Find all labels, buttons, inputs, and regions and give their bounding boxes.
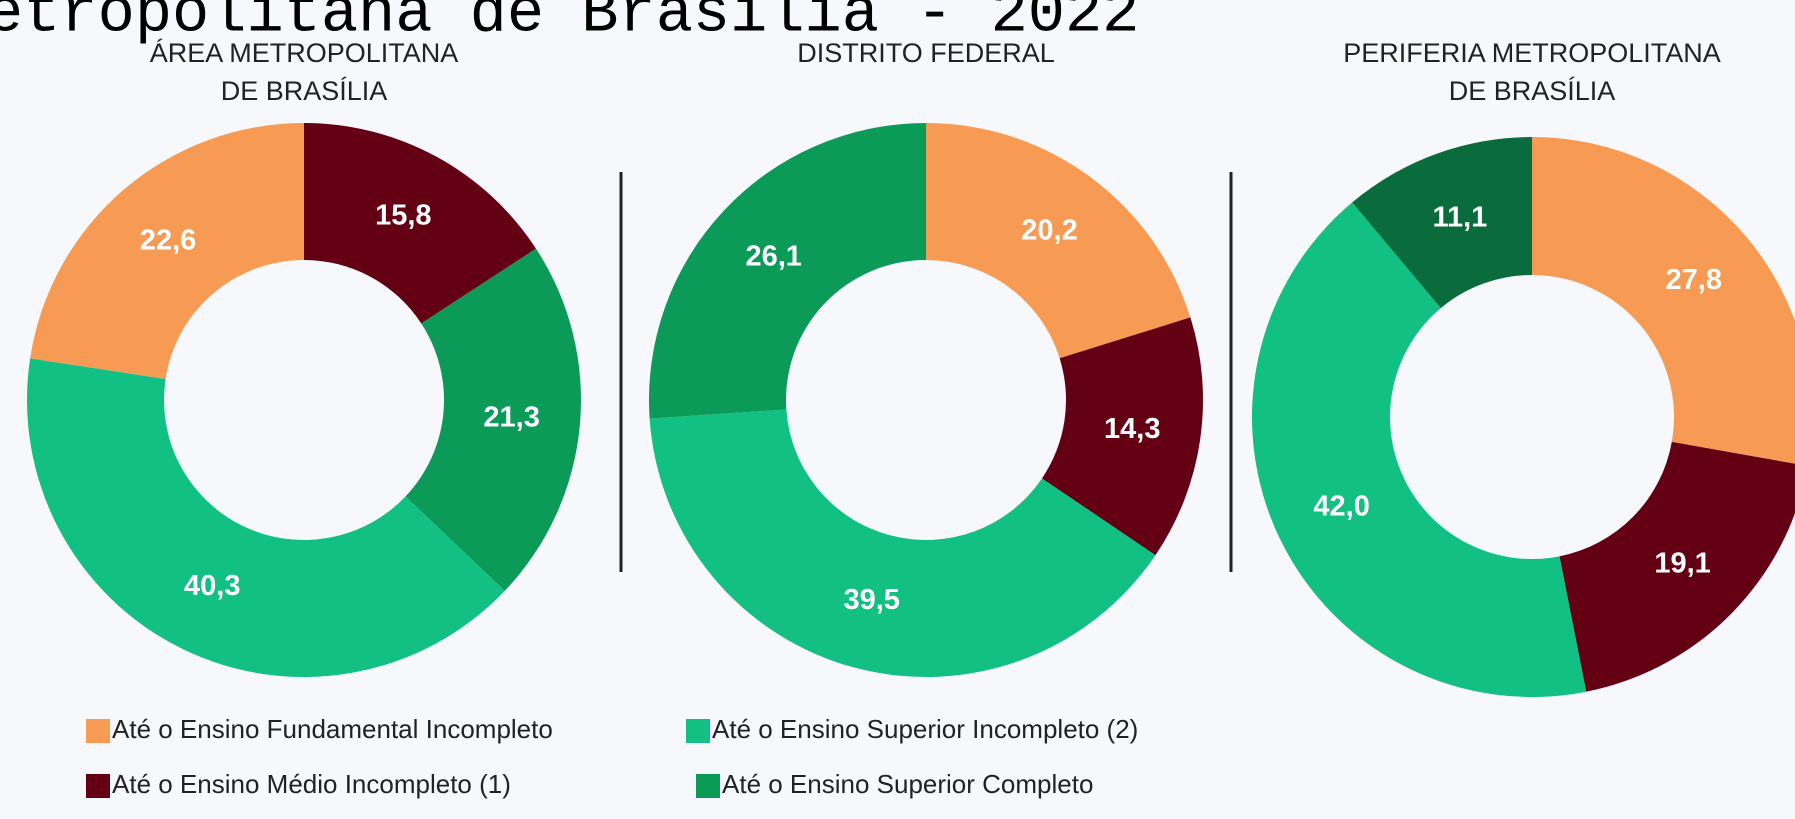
donut-slice: [926, 123, 1191, 359]
donut-slice: [304, 123, 536, 324]
data-label: 19,1: [1654, 547, 1710, 579]
data-label: 39,5: [843, 584, 899, 616]
data-label: 27,8: [1666, 264, 1722, 296]
data-label: 11,1: [1432, 201, 1487, 233]
chart-title: ÁREA METROPOLITANA: [150, 38, 459, 68]
legend-label: Até o Ensino Fundamental Incompleto: [112, 714, 553, 744]
donut-slice: [1559, 441, 1795, 692]
donut-slice: [27, 358, 505, 677]
chart-title: PERIFERIA METROPOLITANA: [1343, 38, 1721, 68]
legend-swatch: [696, 774, 720, 798]
legend-label: Até o Ensino Superior Incompleto (2): [712, 714, 1138, 744]
chart-title: DE BRASÍLIA: [221, 76, 388, 106]
data-label: 15,8: [375, 199, 431, 231]
data-label: 20,2: [1021, 215, 1077, 247]
donut-slice: [1252, 202, 1587, 697]
chart-title: DE BRASÍLIA: [1449, 76, 1616, 106]
page-title: etropolitana de Brasília - 2022: [0, 0, 1139, 49]
data-label: 14,3: [1104, 413, 1160, 445]
donut-slice: [1041, 317, 1203, 556]
donut-slice: [649, 409, 1156, 677]
legend-label: Até o Ensino Superior Completo: [722, 769, 1093, 799]
data-label: 22,6: [140, 225, 196, 257]
legend-label: Até o Ensino Médio Incompleto (1): [112, 769, 511, 799]
donut-slice: [1352, 137, 1532, 309]
donut-slice: [649, 123, 926, 419]
donut-slice: [1532, 137, 1795, 464]
donut-slice: [30, 122, 305, 379]
donut-slice: [405, 248, 581, 591]
data-label: 40,3: [184, 570, 240, 602]
data-label: 26,1: [745, 240, 801, 272]
data-label: 21,3: [483, 402, 539, 434]
legend-swatch: [86, 774, 110, 798]
legend-swatch: [86, 719, 110, 743]
chart-title: DISTRITO FEDERAL: [797, 38, 1055, 68]
legend-swatch: [686, 719, 710, 743]
data-label: 42,0: [1313, 491, 1369, 523]
